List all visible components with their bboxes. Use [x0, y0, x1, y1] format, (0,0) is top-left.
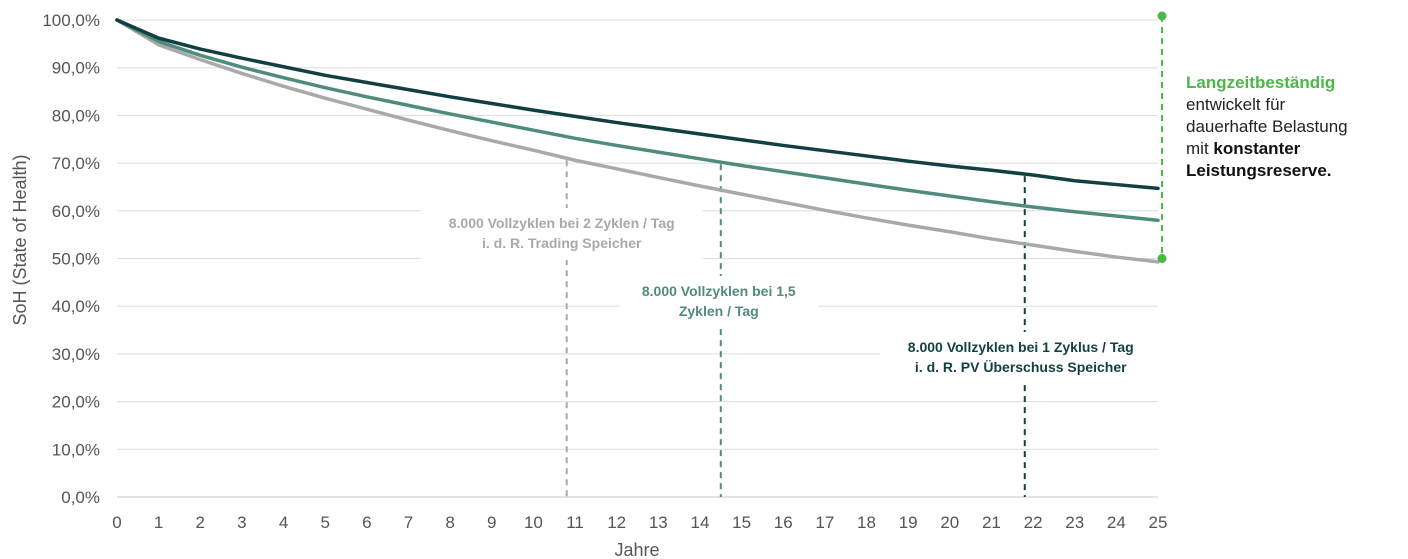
x-tick-label: 5 [320, 513, 329, 532]
range-marker-top-dot [1157, 11, 1167, 21]
y-tick-label: 50,0% [52, 250, 100, 269]
cycle-marker-label: i. d. R. Trading Speicher [482, 235, 642, 251]
x-tick-label: 12 [607, 513, 626, 532]
x-tick-label: 22 [1024, 513, 1043, 532]
x-tick-label: 7 [404, 513, 413, 532]
cycle-marker-label: 8.000 Vollzyklen bei 1,5 [642, 283, 796, 299]
x-axis-ticks: 0 1 2 3 4 5 6 7 8 9 10 11 12 13 14 15 16 17 18 19 20 21 22 23 24… [112, 513, 1167, 532]
range-marker-bottom-dot [1157, 254, 1167, 263]
x-tick-label: 3 [237, 513, 246, 532]
y-tick-label: 80,0% [52, 106, 100, 125]
x-tick-label: 18 [857, 513, 876, 532]
y-tick-label: 20,0% [52, 393, 100, 412]
x-tick-label: 8 [445, 513, 454, 532]
side-note: Langzeitbeständig entwickelt für dauerha… [1186, 72, 1401, 182]
side-note-line-5-bold: Leistungsreserve. [1186, 161, 1332, 180]
x-tick-label: 17 [815, 513, 834, 532]
x-tick-label: 23 [1065, 513, 1084, 532]
cycle-marker-label-box [420, 208, 703, 260]
x-tick-label: 10 [524, 513, 543, 532]
x-tick-label: 2 [196, 513, 205, 532]
y-tick-label: 10,0% [52, 440, 100, 459]
y-tick-label: 90,0% [52, 59, 100, 78]
x-tick-label: 1 [154, 513, 163, 532]
x-tick-label: 11 [566, 513, 584, 532]
cycle-markers: 8.000 Vollzyklen bei 2 Zyklen / Tag i. d.… [420, 160, 1162, 497]
y-tick-label: 0,0% [61, 488, 100, 507]
cycle-marker-label: Zyklen / Tag [679, 303, 759, 319]
x-tick-label: 13 [649, 513, 668, 532]
x-tick-label: 16 [774, 513, 793, 532]
range-marker [1157, 11, 1167, 263]
y-axis-title: SoH (State of Health) [10, 154, 30, 325]
y-tick-label: 40,0% [52, 297, 100, 316]
side-note-line-4-bold: konstanter [1213, 139, 1301, 158]
x-tick-label: 24 [1107, 513, 1126, 532]
cycle-marker-label-box [879, 332, 1162, 384]
x-tick-label: 20 [940, 513, 959, 532]
cycle-marker-label: 8.000 Vollzyklen bei 1 Zyklus / Tag [908, 339, 1134, 355]
x-tick-label: 14 [690, 513, 709, 532]
cycle-marker-label: i. d. R. PV Überschuss Speicher [915, 359, 1127, 375]
series-lines [115, 18, 1160, 264]
side-note-highlight: Langzeitbeständig [1186, 73, 1336, 92]
x-tick-label: 6 [362, 513, 371, 532]
side-note-line-2: entwickelt für [1186, 95, 1286, 114]
y-tick-label: 60,0% [52, 202, 100, 221]
x-tick-label: 21 [982, 513, 1001, 532]
series-line [115, 18, 1160, 264]
y-axis-ticks: 0,0% 10,0% 20,0% 30,0% 40,0% 50,0% 60,0% 70,0% 8… [42, 11, 100, 507]
x-tick-label: 19 [899, 513, 918, 532]
series-line [115, 18, 1160, 191]
cycle-marker-label: 8.000 Vollzyklen bei 2 Zyklen / Tag [449, 215, 675, 231]
y-tick-label: 100,0% [42, 11, 100, 30]
x-tick-label: 9 [487, 513, 496, 532]
x-tick-label: 25 [1149, 513, 1168, 532]
x-axis-title: Jahre [614, 540, 659, 559]
y-tick-label: 30,0% [52, 345, 100, 364]
y-tick-label: 70,0% [52, 154, 100, 173]
side-note-line-4-pre: mit [1186, 139, 1214, 158]
x-tick-label: 0 [112, 513, 121, 532]
x-tick-label: 4 [279, 513, 288, 532]
cycle-marker-label-box [619, 276, 818, 328]
x-tick-label: 15 [732, 513, 751, 532]
series-line [115, 18, 1160, 223]
side-note-line-3: dauerhafte Belastung [1186, 117, 1348, 136]
